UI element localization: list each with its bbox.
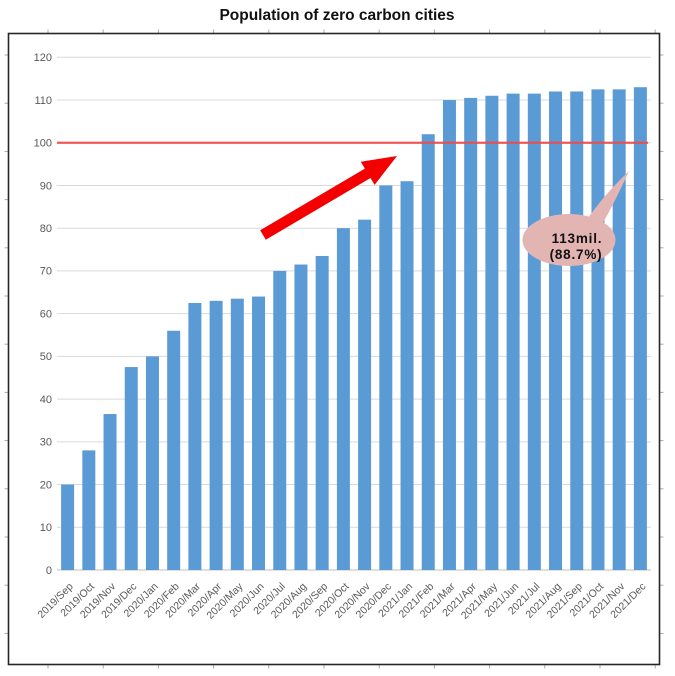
bar-2020-may (230, 298, 244, 570)
bar-2019-sep (61, 484, 75, 570)
bar-2019-nov (103, 414, 117, 570)
bar-2021-sep (570, 91, 584, 570)
callout-bubble: 113mil. (88.7%) (522, 171, 629, 266)
bar-2020-nov (358, 219, 372, 570)
bar-2020-oct (336, 228, 350, 570)
callout-tail (586, 171, 629, 226)
y-axis-label: 10 (40, 522, 52, 534)
y-axis-label: 70 (40, 266, 52, 278)
y-axis-label: 80 (40, 223, 52, 235)
bar-2020-dec (379, 185, 393, 570)
bar-2021-may (485, 95, 499, 570)
callout-value: 113mil. (552, 231, 603, 246)
bar-2021-oct (591, 89, 605, 570)
bar-2021-feb (421, 134, 435, 570)
bar-2021-dec (633, 87, 647, 571)
bar-2021-aug (549, 91, 563, 570)
y-axis-label: 100 (34, 138, 52, 150)
bar-2021-jun (506, 93, 520, 571)
y-axis-label: 30 (40, 437, 52, 449)
bar-2020-feb (167, 330, 181, 570)
bar-2020-apr (209, 300, 223, 570)
y-axis-label: 60 (40, 308, 52, 320)
bar-2021-apr (464, 97, 478, 571)
y-axis-label: 120 (34, 52, 52, 64)
y-axis-label: 20 (40, 479, 52, 491)
plot-area: 01020304050607080901001101202019/Sep2019… (34, 52, 651, 622)
y-axis-label: 50 (40, 351, 52, 363)
callout-ellipse (522, 214, 616, 266)
bar-2021-jul (527, 93, 541, 571)
bar-2019-oct (82, 450, 96, 570)
bar-2020-jul (273, 270, 287, 570)
bar-2020-aug (294, 264, 308, 570)
y-axis-label: 110 (34, 95, 52, 107)
y-axis-label: 0 (46, 565, 52, 577)
bar-2019-dec (124, 367, 138, 570)
bar-2021-mar (442, 100, 456, 571)
bar-2020-jun (252, 296, 266, 570)
y-axis-label: 40 (40, 394, 52, 406)
bar-2020-mar (188, 302, 202, 570)
bar-2020-sep (315, 255, 329, 570)
bar-2020-jan (145, 356, 159, 570)
chart-title: Population of zero carbon cities (219, 7, 454, 24)
callout-percent: (88.7%) (550, 247, 603, 262)
bar-2021-jan (400, 181, 414, 570)
bar-2021-nov (612, 89, 626, 570)
growth-arrow (260, 156, 397, 240)
y-axis-label: 90 (40, 180, 52, 192)
